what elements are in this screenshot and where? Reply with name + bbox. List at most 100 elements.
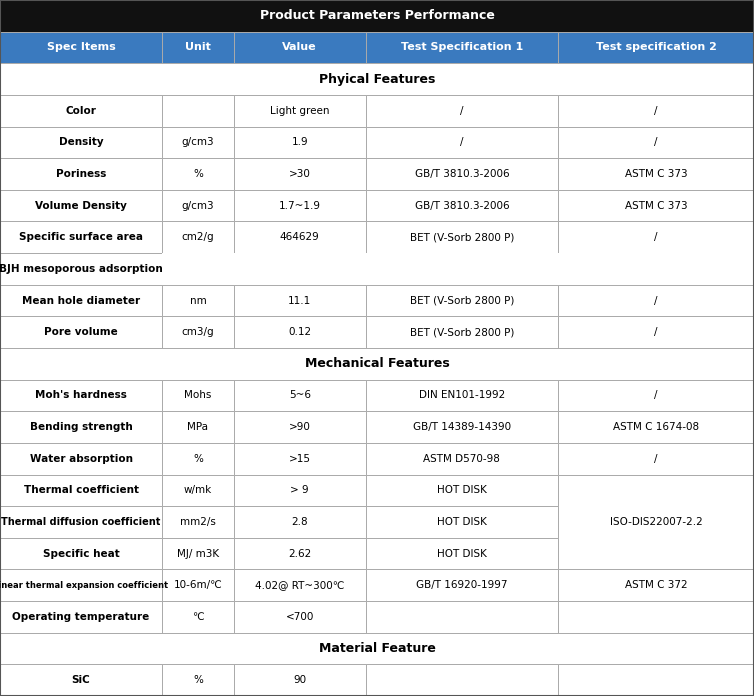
Text: /: / (654, 327, 657, 337)
Bar (558, 253, 754, 285)
Text: Volume Density: Volume Density (35, 200, 127, 211)
Bar (0, 569, 162, 601)
Bar (162, 285, 234, 317)
Text: %: % (193, 675, 203, 685)
Text: ISO-DIS22007-2.2: ISO-DIS22007-2.2 (609, 517, 703, 527)
Bar (162, 665, 234, 696)
Bar (0, 506, 162, 538)
Text: ASTM C 1674-08: ASTM C 1674-08 (613, 422, 699, 432)
Bar (558, 569, 754, 601)
Bar (0, 253, 162, 285)
Text: HOT DISK: HOT DISK (437, 485, 487, 496)
Bar (558, 443, 754, 475)
Text: Linear thermal expansion coefficient: Linear thermal expansion coefficient (0, 580, 169, 590)
Text: /: / (654, 137, 657, 148)
Text: MJ/ m3K: MJ/ m3K (177, 548, 219, 559)
Text: MPa: MPa (188, 422, 208, 432)
Bar (366, 127, 558, 158)
Bar (558, 127, 754, 158)
Bar (234, 411, 366, 443)
Bar (0, 285, 162, 317)
Bar (558, 95, 754, 127)
Bar (366, 665, 558, 696)
Bar (0, 190, 162, 221)
Text: Test Specification 1: Test Specification 1 (400, 42, 523, 52)
Bar (366, 285, 558, 317)
Bar (162, 506, 234, 538)
Bar (162, 31, 234, 63)
Text: Moh's hardness: Moh's hardness (35, 390, 127, 400)
Text: Specific heat: Specific heat (43, 548, 119, 559)
Text: ASTM D570-98: ASTM D570-98 (424, 454, 500, 464)
Text: <700: <700 (286, 612, 314, 622)
Text: Color: Color (66, 106, 97, 116)
Text: %: % (193, 169, 203, 179)
Bar (558, 285, 754, 317)
Bar (558, 475, 754, 569)
Text: 464629: 464629 (280, 232, 320, 242)
Text: Specific surface area: Specific surface area (19, 232, 143, 242)
Text: Mechanical Features: Mechanical Features (305, 357, 449, 370)
Text: Test specification 2: Test specification 2 (596, 42, 716, 52)
Bar (0, 633, 754, 665)
Bar (234, 475, 366, 506)
Bar (162, 601, 234, 633)
Bar (162, 538, 234, 569)
Text: Thermal coefficient: Thermal coefficient (23, 485, 139, 496)
Bar (558, 601, 754, 633)
Bar (0, 601, 162, 633)
Text: /: / (654, 232, 657, 242)
Text: GB/T 16920-1997: GB/T 16920-1997 (416, 580, 507, 590)
Text: 1.9: 1.9 (291, 137, 308, 148)
Text: GB/T 3810.3-2006: GB/T 3810.3-2006 (415, 200, 509, 211)
Bar (366, 95, 558, 127)
Bar (366, 475, 558, 506)
Bar (162, 411, 234, 443)
Bar (0, 348, 754, 379)
Bar (558, 31, 754, 63)
Bar (558, 665, 754, 696)
Bar (366, 221, 558, 253)
Text: BET (V-Sorb 2800 P): BET (V-Sorb 2800 P) (409, 296, 514, 306)
Bar (162, 127, 234, 158)
Text: GB/T 3810.3-2006: GB/T 3810.3-2006 (415, 169, 509, 179)
Text: /: / (654, 390, 657, 400)
Text: g/cm3: g/cm3 (182, 137, 214, 148)
Bar (234, 127, 366, 158)
Bar (366, 569, 558, 601)
Bar (0, 475, 162, 506)
Bar (0, 95, 162, 127)
Text: 4.02@ RT~300℃: 4.02@ RT~300℃ (255, 580, 345, 590)
Text: /: / (460, 137, 464, 148)
Bar (366, 506, 558, 538)
Text: /: / (654, 106, 657, 116)
Text: /: / (654, 454, 657, 464)
Bar (0, 127, 162, 158)
Text: 5~6: 5~6 (289, 390, 311, 400)
Bar (234, 506, 366, 538)
Bar (234, 665, 366, 696)
Text: Product Parameters Performance: Product Parameters Performance (259, 9, 495, 22)
Bar (162, 475, 234, 506)
Text: ASTM C 373: ASTM C 373 (624, 169, 688, 179)
Bar (0, 665, 162, 696)
Text: Light green: Light green (270, 106, 329, 116)
Bar (162, 95, 234, 127)
Bar (234, 31, 366, 63)
Bar (366, 158, 558, 190)
Text: %: % (193, 454, 203, 464)
Bar (234, 601, 366, 633)
Text: Operating temperature: Operating temperature (12, 612, 150, 622)
Text: Spec Items: Spec Items (47, 42, 115, 52)
Text: w/mk: w/mk (184, 485, 212, 496)
Text: g/cm3: g/cm3 (182, 200, 214, 211)
Text: Density: Density (59, 137, 103, 148)
Bar (234, 285, 366, 317)
Bar (366, 317, 558, 348)
Bar (162, 317, 234, 348)
Bar (0, 221, 162, 253)
Bar (234, 158, 366, 190)
Text: Unit: Unit (185, 42, 211, 52)
Text: HOT DISK: HOT DISK (437, 517, 487, 527)
Text: Water absorption: Water absorption (29, 454, 133, 464)
